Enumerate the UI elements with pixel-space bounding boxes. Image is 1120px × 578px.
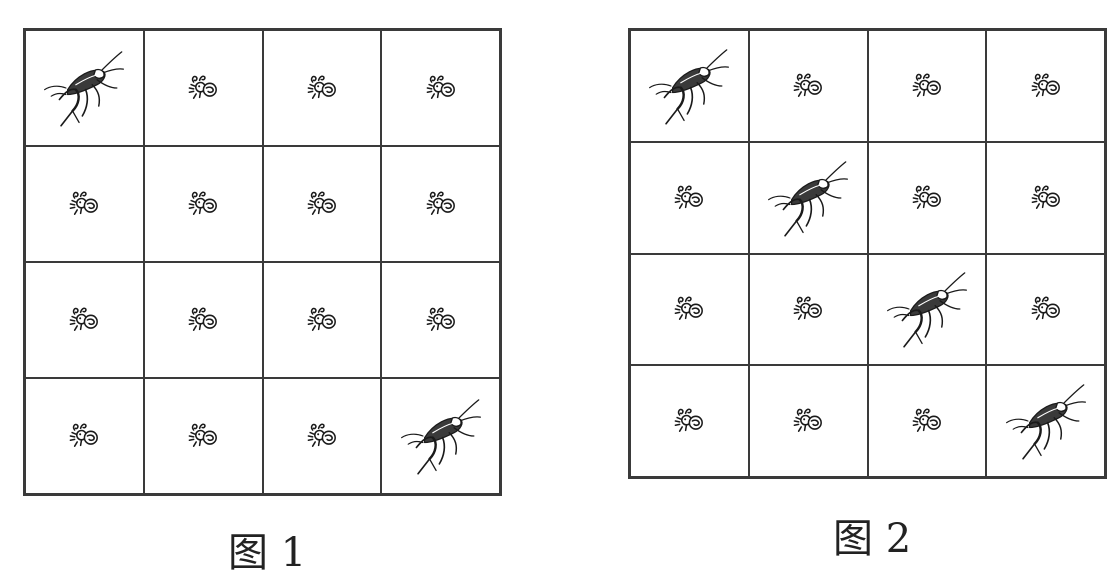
grid-cell — [143, 146, 263, 262]
grid-cell — [748, 365, 868, 477]
figure-2-caption: 图 2 — [833, 516, 912, 562]
figure-2-grid — [628, 28, 1107, 479]
ant-icon — [672, 292, 706, 326]
grid-cell — [867, 30, 987, 142]
ant-icon — [791, 404, 825, 438]
ant-icon — [305, 187, 339, 221]
grid-cell — [381, 30, 500, 146]
ant-icon — [910, 69, 944, 103]
grid-cell — [381, 378, 500, 494]
grid-cell — [630, 365, 749, 477]
ant-icon — [672, 404, 706, 438]
grid-cell — [25, 262, 144, 378]
ant-icon — [305, 419, 339, 453]
ant-icon — [67, 303, 101, 337]
ant-icon — [305, 71, 339, 105]
cricket-icon — [1005, 380, 1087, 462]
grid-cell — [748, 141, 868, 254]
cricket-icon — [886, 268, 968, 350]
grid-cell — [748, 30, 868, 142]
grid-cell — [262, 146, 382, 262]
grid-cell — [867, 253, 987, 366]
cricket-icon — [400, 395, 482, 477]
grid-cell — [381, 262, 500, 378]
ant-icon — [305, 303, 339, 337]
ant-icon — [186, 419, 220, 453]
grid-cell — [381, 146, 500, 262]
ant-icon — [67, 419, 101, 453]
ant-icon — [186, 303, 220, 337]
cricket-icon — [43, 47, 125, 129]
grid-cell — [25, 378, 144, 494]
cricket-icon — [648, 45, 730, 127]
grid-cell — [986, 141, 1105, 254]
grid-cell — [143, 378, 263, 494]
ant-icon — [424, 303, 458, 337]
grid-cell — [25, 146, 144, 262]
figure-1-grid — [23, 28, 502, 496]
grid-cell — [986, 253, 1105, 366]
grid-cell — [986, 30, 1105, 142]
cricket-icon — [767, 157, 849, 239]
ant-icon — [672, 181, 706, 215]
ant-icon — [910, 181, 944, 215]
grid-cell — [262, 262, 382, 378]
grid-cell — [262, 30, 382, 146]
grid-cell — [748, 253, 868, 366]
figure-1-caption: 图 1 — [228, 530, 307, 576]
ant-icon — [424, 71, 458, 105]
figure-2 — [628, 28, 1107, 479]
ant-icon — [1029, 181, 1063, 215]
grid-cell — [25, 30, 144, 146]
grid-cell — [143, 30, 263, 146]
grid-cell — [867, 365, 987, 477]
figure-1 — [23, 28, 502, 496]
ant-icon — [1029, 69, 1063, 103]
ant-icon — [910, 404, 944, 438]
grid-cell — [143, 262, 263, 378]
grid-cell — [630, 141, 749, 254]
ant-icon — [1029, 292, 1063, 326]
ant-icon — [791, 292, 825, 326]
grid-cell — [262, 378, 382, 494]
ant-icon — [67, 187, 101, 221]
ant-icon — [424, 187, 458, 221]
grid-cell — [630, 30, 749, 142]
ant-icon — [186, 187, 220, 221]
ant-icon — [791, 69, 825, 103]
grid-cell — [986, 365, 1105, 477]
grid-cell — [867, 141, 987, 254]
ant-icon — [186, 71, 220, 105]
grid-cell — [630, 253, 749, 366]
